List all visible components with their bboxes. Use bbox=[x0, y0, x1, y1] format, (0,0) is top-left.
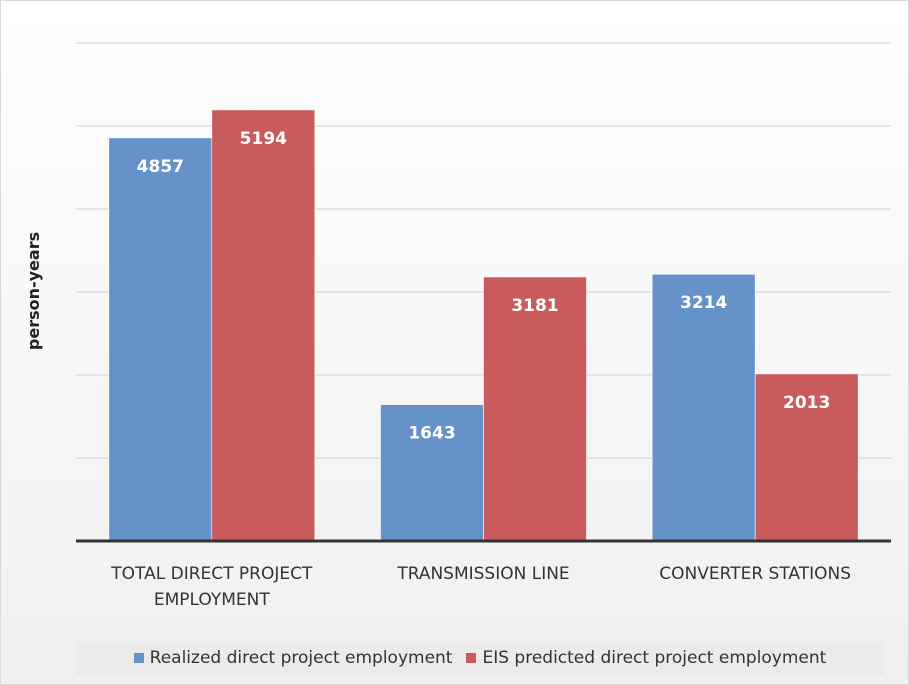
legend-item: EIS predicted direct project employment bbox=[466, 648, 826, 668]
x-tick-label: TOTAL DIRECT PROJECT EMPLOYMENT bbox=[111, 564, 313, 610]
legend-swatch bbox=[133, 653, 144, 663]
bar bbox=[651, 273, 756, 542]
legend-swatch bbox=[466, 653, 477, 663]
data-label: 3214 bbox=[680, 293, 727, 313]
data-label: 5194 bbox=[240, 129, 287, 149]
x-tick-label: CONVERTER STATIONS bbox=[659, 564, 852, 584]
data-label: 4857 bbox=[137, 157, 184, 177]
legend: Realized direct project employment EIS pr… bbox=[76, 641, 884, 675]
y-axis-label: person-years bbox=[24, 232, 43, 350]
data-label: 2013 bbox=[783, 393, 830, 413]
x-tick-label: TRANSMISSION LINE bbox=[397, 564, 570, 584]
legend-label: Realized direct project employment bbox=[149, 648, 453, 668]
legend-item: Realized direct project employment bbox=[133, 648, 453, 668]
bar bbox=[380, 404, 484, 542]
data-label: 1643 bbox=[408, 424, 455, 444]
legend-label: EIS predicted direct project employment bbox=[482, 648, 827, 668]
bar bbox=[211, 109, 316, 542]
data-label: 3181 bbox=[511, 296, 558, 316]
bar bbox=[754, 373, 859, 542]
bar bbox=[108, 137, 213, 542]
bar bbox=[483, 276, 587, 542]
